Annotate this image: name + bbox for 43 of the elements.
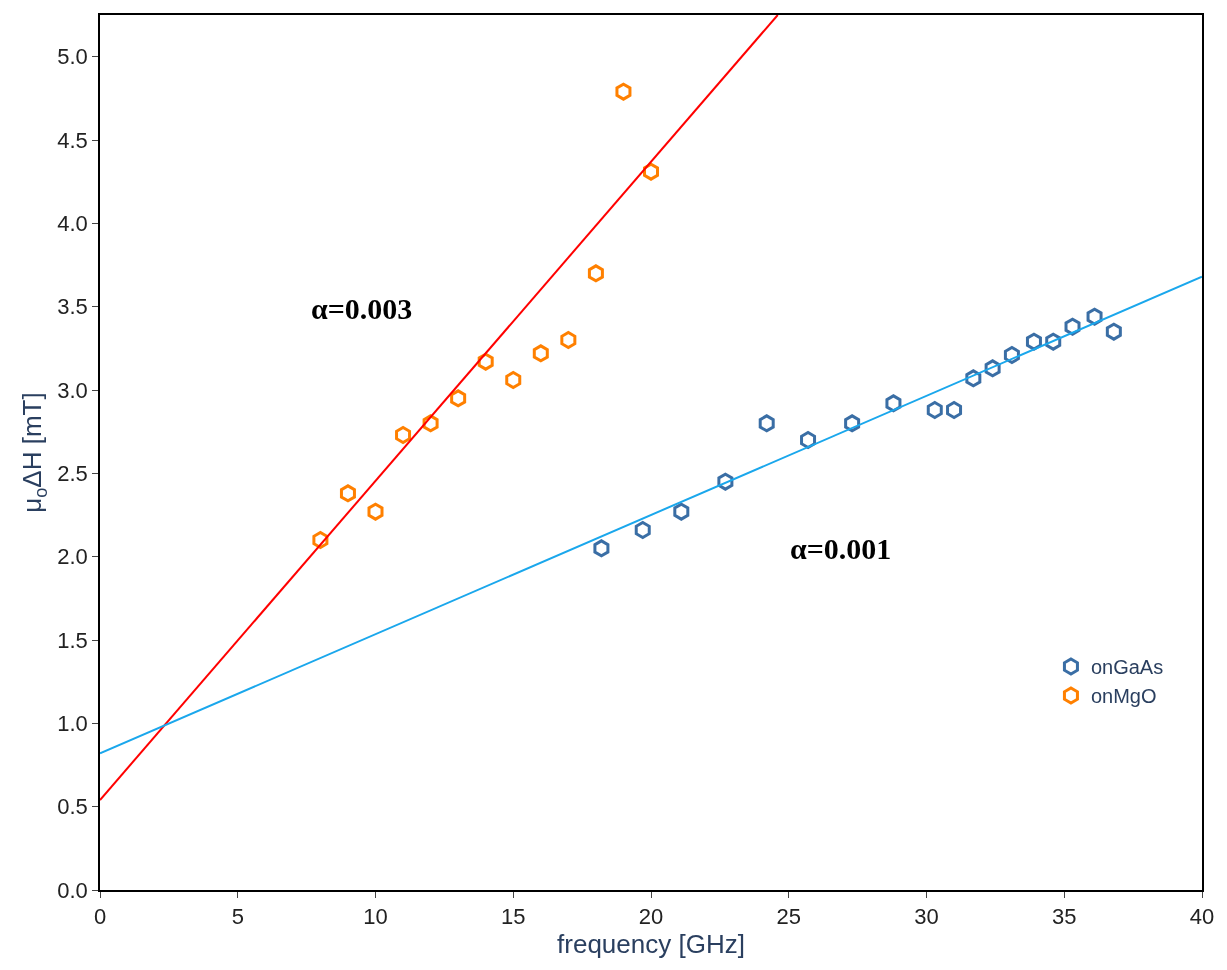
y-tick-label: 1.0: [57, 711, 88, 737]
x-tick-label: 40: [1189, 904, 1215, 930]
y-tick-label: 5.0: [57, 44, 88, 70]
point: [450, 389, 467, 408]
point: [587, 264, 604, 283]
x-tick-label: 20: [638, 904, 664, 930]
point: [505, 371, 522, 389]
annotation: α=0.001: [790, 532, 892, 565]
y-tick-label: 3.5: [57, 294, 88, 320]
y-tick-label: 4.0: [57, 211, 88, 237]
y-tick-label: 4.5: [57, 127, 88, 153]
y-tick-label: 2.5: [57, 461, 88, 487]
y-tick-label: 0.5: [57, 794, 88, 820]
point: [946, 401, 963, 419]
point: [615, 82, 632, 101]
point: [1105, 322, 1122, 341]
point: [717, 472, 734, 491]
x-tick-label: 30: [914, 904, 939, 930]
point: [339, 484, 356, 503]
x-tick-label: 35: [1052, 904, 1077, 930]
legend-label: onMgO: [1090, 685, 1157, 708]
point: [673, 502, 690, 521]
x-tick-label: 5: [231, 904, 244, 930]
x-axis-title: frequency [GHz]: [557, 929, 745, 960]
point: [593, 539, 610, 558]
point: [560, 331, 577, 349]
x-tick-label: 0: [93, 904, 107, 930]
x-tick-label: 10: [363, 904, 388, 930]
point: [367, 502, 384, 521]
x-tick-label: 25: [776, 904, 801, 930]
legend-label: onGaAs: [1090, 656, 1164, 679]
annotation: α=0.003: [311, 292, 413, 325]
y-tick-label: 3.0: [57, 377, 88, 403]
point: [395, 426, 412, 444]
point: [984, 359, 1001, 378]
point: [634, 521, 651, 539]
point: [532, 344, 549, 363]
y-tick-label: 0.0: [57, 877, 88, 903]
y-tick-label: 2.0: [57, 544, 88, 570]
x-tick-label: 15: [501, 904, 526, 930]
point: [926, 401, 943, 419]
y-tick-label: 1.5: [57, 627, 88, 653]
point: [758, 414, 775, 433]
